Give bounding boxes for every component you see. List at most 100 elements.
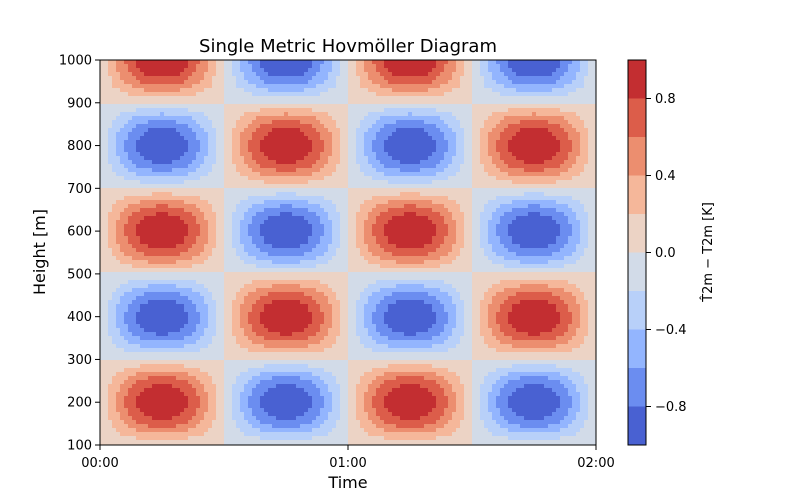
- contour-cell: [168, 312, 173, 317]
- contour-cell: [188, 196, 193, 201]
- contour-cell: [120, 212, 125, 217]
- contour-cell: [204, 284, 209, 289]
- contour-cell: [304, 200, 309, 205]
- contour-cell: [192, 92, 197, 97]
- contour-cell: [136, 348, 141, 353]
- contour-cell: [288, 208, 293, 213]
- contour-cell: [236, 224, 241, 229]
- contour-cell: [296, 344, 301, 349]
- contour-cell: [280, 320, 285, 325]
- contour-cell: [288, 236, 293, 241]
- contour-cell: [276, 304, 281, 309]
- contour-cell: [248, 156, 253, 161]
- contour-cell: [264, 364, 269, 369]
- contour-cell: [112, 188, 117, 193]
- contour-cell: [180, 80, 185, 85]
- contour-cell: [296, 288, 301, 293]
- contour-cell: [180, 408, 185, 413]
- contour-cell: [180, 368, 185, 373]
- contour-cell: [288, 356, 293, 361]
- contour-cell: [304, 204, 309, 209]
- contour-cell: [196, 100, 201, 105]
- contour-cell: [272, 84, 277, 89]
- contour-cell: [300, 220, 305, 225]
- contour-cell: [284, 64, 289, 69]
- contour-cell: [220, 192, 225, 197]
- contour-cell: [132, 140, 137, 145]
- contour-cell: [112, 164, 117, 169]
- contour-cell: [272, 236, 277, 241]
- contour-cell: [156, 152, 161, 157]
- contour-cell: [268, 272, 273, 277]
- contour-cell: [272, 128, 277, 133]
- contour-cell: [108, 220, 113, 225]
- contour-cell: [288, 400, 293, 405]
- contour-cell: [260, 184, 265, 189]
- contour-cell: [232, 92, 237, 97]
- contour-cell: [248, 252, 253, 257]
- contour-cell: [160, 388, 165, 393]
- contour-cell: [292, 156, 297, 161]
- contour-cell: [248, 384, 253, 389]
- contour-cell: [204, 352, 209, 357]
- contour-cell: [300, 188, 305, 193]
- contour-cell: [248, 316, 253, 321]
- contour-cell: [164, 132, 169, 137]
- contour-cell: [268, 128, 273, 133]
- contour-cell: [152, 292, 157, 297]
- contour-cell: [260, 240, 265, 245]
- contour-cell: [176, 404, 181, 409]
- contour-cell: [124, 64, 129, 69]
- contour-cell: [148, 264, 153, 269]
- contour-cell: [104, 96, 109, 101]
- contour-cell: [196, 140, 201, 145]
- contour-cell: [176, 196, 181, 201]
- contour-cell: [180, 200, 185, 205]
- contour-cell: [160, 152, 165, 157]
- contour-cell: [196, 216, 201, 221]
- contour-cell: [236, 236, 241, 241]
- contour-cell: [216, 244, 221, 249]
- contour-cell: [140, 344, 145, 349]
- contour-cell: [140, 140, 145, 145]
- contour-cell: [128, 148, 133, 153]
- contour-cell: [292, 364, 297, 369]
- contour-cell: [116, 412, 121, 417]
- contour-cell: [180, 400, 185, 405]
- contour-cell: [280, 268, 285, 273]
- contour-cell: [112, 304, 117, 309]
- contour-cell: [116, 152, 121, 157]
- contour-cell: [200, 276, 205, 281]
- contour-cell: [256, 164, 261, 169]
- contour-cell: [268, 284, 273, 289]
- contour-cell: [304, 136, 309, 141]
- contour-cell: [248, 272, 253, 277]
- contour-cell: [116, 72, 121, 77]
- contour-cell: [196, 228, 201, 233]
- contour-cell: [204, 176, 209, 181]
- contour-cell: [204, 332, 209, 337]
- contour-cell: [100, 292, 105, 297]
- contour-cell: [196, 296, 201, 301]
- contour-cell: [100, 276, 105, 281]
- contour-cell: [236, 360, 241, 365]
- contour-cell: [240, 280, 245, 285]
- contour-cell: [108, 312, 113, 317]
- contour-cell: [120, 380, 125, 385]
- contour-cell: [108, 436, 113, 441]
- contour-cell: [252, 136, 257, 141]
- contour-cell: [200, 216, 205, 221]
- contour-cell: [276, 136, 281, 141]
- contour-cell: [104, 200, 109, 205]
- contour-cell: [228, 400, 233, 405]
- contour-cell: [256, 264, 261, 269]
- contour-cell: [104, 308, 109, 313]
- contour-cell: [224, 176, 229, 181]
- contour-cell: [200, 72, 205, 77]
- contour-cell: [100, 192, 105, 197]
- contour-cell: [196, 360, 201, 365]
- contour-cell: [272, 148, 277, 153]
- contour-cell: [164, 372, 169, 377]
- contour-cell: [196, 320, 201, 325]
- contour-cell: [104, 136, 109, 141]
